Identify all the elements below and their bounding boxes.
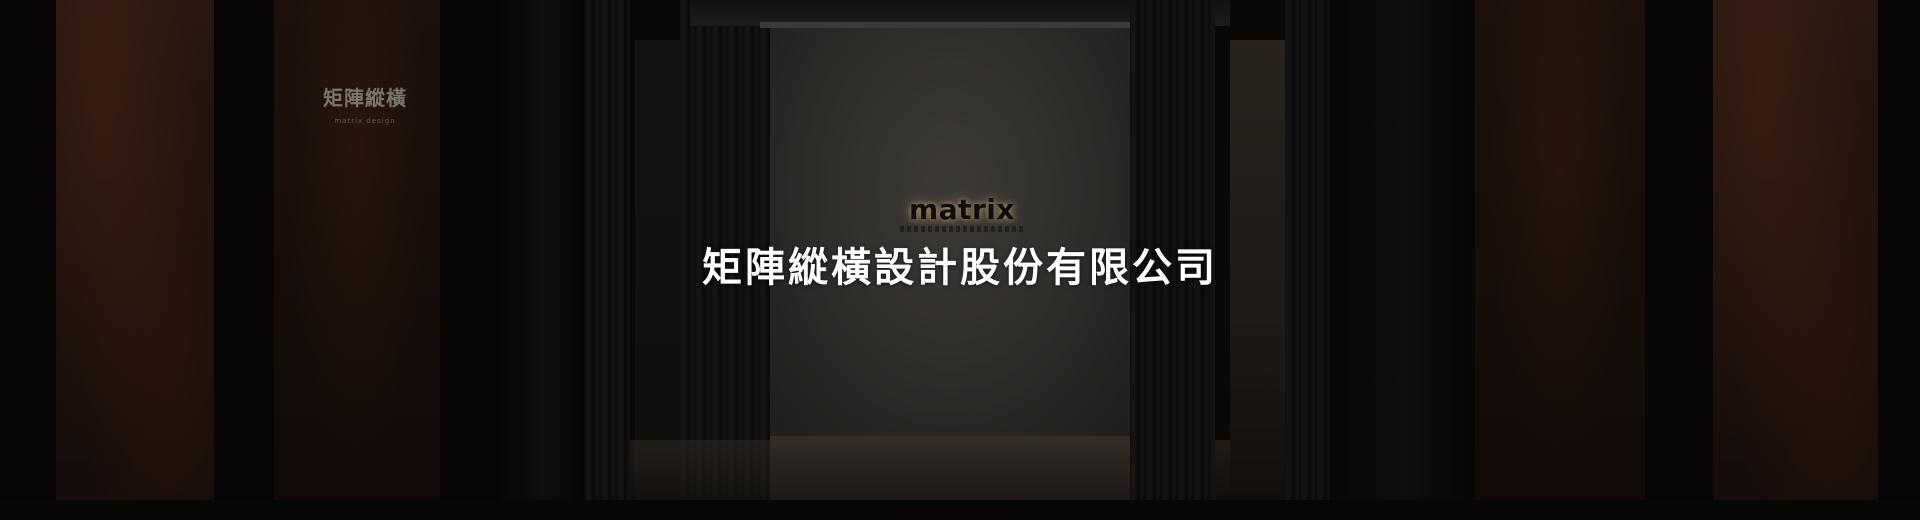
rust-panel-edge [0,0,56,520]
black-column [1330,0,1475,520]
panel-seam [214,0,274,520]
wall-sign-title: 矩陣縱橫 [323,86,407,110]
rust-panel [1475,0,1645,520]
rust-panel [1713,0,1878,520]
floor [770,436,1130,500]
bottom-shadow [0,500,1920,520]
rust-panel-edge [1878,0,1920,520]
wall-sign-fine-print [285,129,445,135]
matrix-logo: matrix [900,196,1024,232]
fluted-column [1285,0,1330,520]
wall-sign: 矩陣縱橫 matrix design [285,82,445,135]
side-doorway-left [635,40,680,500]
black-column [500,0,585,520]
wall-sign-subtitle: matrix design [334,117,396,125]
side-doorway-right [1230,40,1285,500]
logo-underline [900,226,1024,232]
fluted-column [1130,0,1215,520]
panel-seam [1645,0,1713,520]
ceiling-edge [760,22,1160,28]
rust-panel [56,0,214,520]
fluted-column [585,0,630,520]
rust-panel [274,0,440,520]
logo-wordmark: matrix [909,193,1015,226]
panel-seam [440,0,500,520]
fluted-column [680,0,770,520]
page-title: 矩陣縱橫設計股份有限公司 [702,245,1218,291]
